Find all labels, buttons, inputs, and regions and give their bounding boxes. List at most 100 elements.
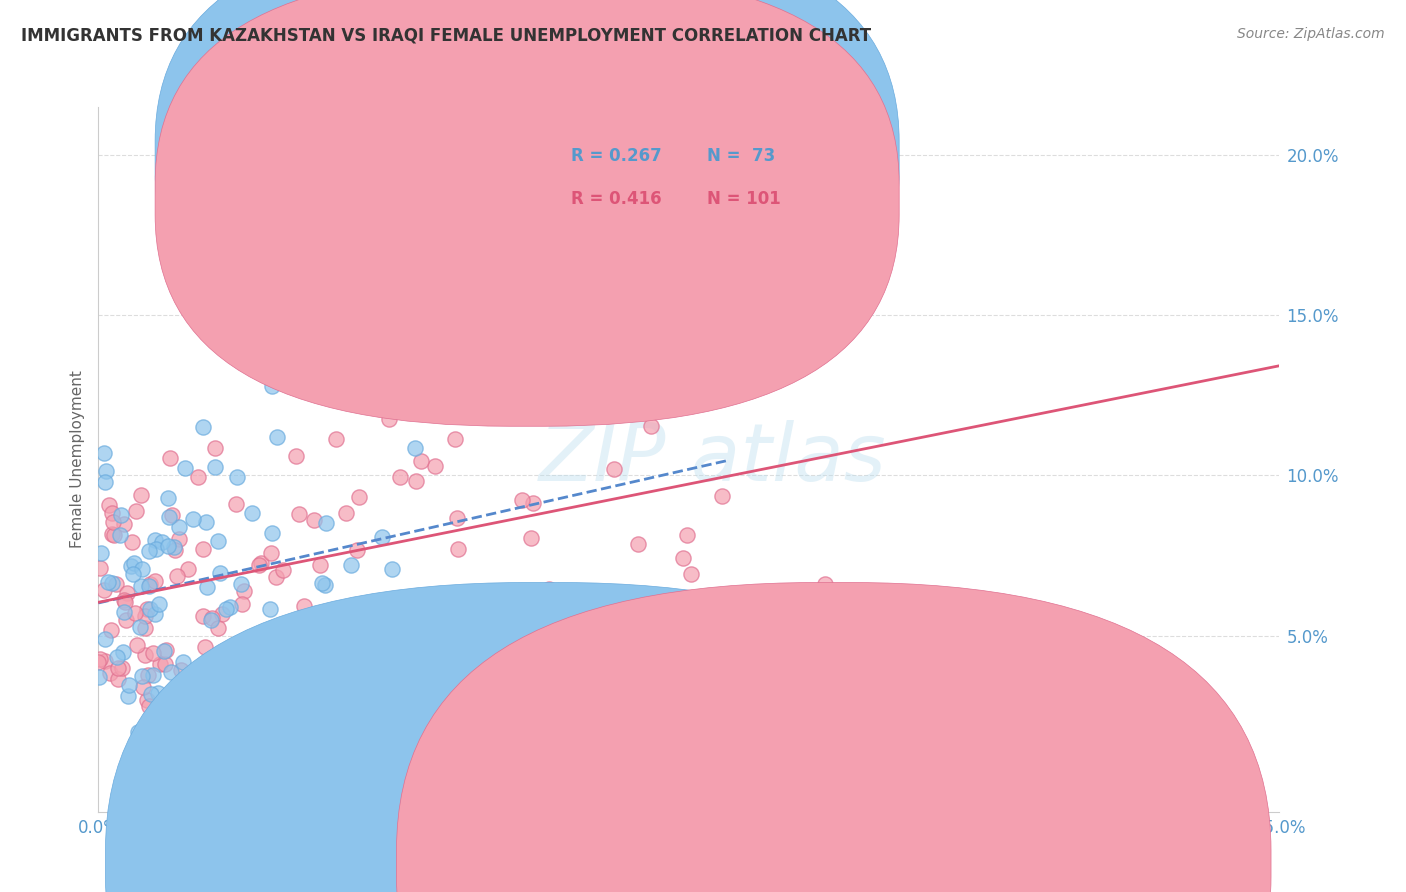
Point — [143, 533, 166, 548]
Point — [112, 593, 135, 607]
Point — [153, 745, 176, 759]
Point — [340, 558, 363, 572]
Point — [112, 605, 135, 619]
Point — [87, 655, 110, 669]
Point — [177, 562, 200, 576]
Point — [146, 686, 169, 700]
Point — [90, 545, 112, 559]
Point — [264, 570, 287, 584]
Point — [266, 430, 288, 444]
Point — [114, 595, 136, 609]
Point — [148, 597, 170, 611]
Point — [170, 663, 193, 677]
Point — [93, 446, 115, 460]
Point — [343, 632, 366, 646]
Point — [377, 412, 399, 426]
Point — [134, 608, 156, 623]
Point — [211, 607, 233, 622]
Point — [444, 432, 467, 446]
Point — [162, 508, 184, 523]
Point — [103, 515, 125, 529]
Point — [538, 582, 561, 597]
Point — [136, 601, 159, 615]
Point — [93, 582, 115, 597]
Point — [387, 228, 409, 243]
Point — [166, 569, 188, 583]
Point — [191, 609, 214, 624]
Point — [520, 532, 543, 546]
Point — [187, 470, 209, 484]
Point — [107, 661, 129, 675]
Point — [94, 464, 117, 478]
Point — [131, 562, 153, 576]
Point — [159, 450, 181, 465]
Point — [132, 680, 155, 694]
Point — [89, 651, 111, 665]
Point — [127, 638, 149, 652]
Point — [132, 756, 155, 771]
Point — [288, 507, 311, 521]
Point — [260, 378, 283, 392]
Point — [311, 576, 333, 591]
Point — [150, 534, 173, 549]
Point — [128, 620, 150, 634]
Text: Immigrants from Kazakhstan: Immigrants from Kazakhstan — [565, 856, 786, 871]
Point — [149, 657, 172, 671]
Point — [259, 546, 281, 560]
Point — [208, 566, 231, 581]
Point — [284, 450, 307, 464]
FancyBboxPatch shape — [155, 0, 900, 426]
Point — [250, 556, 273, 570]
Point — [100, 623, 122, 637]
Point — [269, 647, 291, 661]
Point — [388, 469, 411, 483]
Point — [97, 575, 120, 590]
Point — [115, 586, 138, 600]
Point — [335, 506, 357, 520]
Point — [139, 686, 162, 700]
Point — [143, 574, 166, 588]
Point — [207, 621, 229, 635]
Point — [167, 520, 190, 534]
Point — [125, 504, 148, 518]
Point — [200, 613, 222, 627]
Text: N =  73: N = 73 — [707, 147, 775, 165]
Point — [121, 535, 143, 549]
Point — [240, 506, 263, 520]
Point — [98, 666, 121, 681]
Point — [157, 509, 180, 524]
Point — [195, 580, 218, 594]
Point — [215, 602, 238, 616]
Point — [231, 577, 253, 591]
Point — [131, 668, 153, 682]
Y-axis label: Female Unemployment: Female Unemployment — [69, 370, 84, 549]
Point — [207, 534, 229, 549]
Point — [136, 693, 159, 707]
Point — [94, 632, 117, 647]
Point — [273, 563, 295, 577]
Point — [447, 600, 470, 615]
Text: IMMIGRANTS FROM KAZAKHSTAN VS IRAQI FEMALE UNEMPLOYMENT CORRELATION CHART: IMMIGRANTS FROM KAZAKHSTAN VS IRAQI FEMA… — [21, 27, 872, 45]
Point — [425, 458, 447, 473]
Point — [131, 579, 153, 593]
Point — [191, 419, 214, 434]
Point — [162, 540, 184, 554]
Point — [278, 627, 301, 641]
Point — [112, 516, 135, 531]
Point — [302, 618, 325, 632]
Point — [675, 528, 697, 542]
Point — [139, 601, 162, 615]
Point — [259, 601, 281, 615]
Text: Iraqis: Iraqis — [855, 856, 897, 871]
Point — [284, 660, 307, 674]
Point — [118, 678, 141, 692]
Point — [292, 599, 315, 613]
Point — [204, 459, 226, 474]
Point — [308, 388, 330, 402]
Text: Source: ZipAtlas.com: Source: ZipAtlas.com — [1237, 27, 1385, 41]
Point — [129, 488, 152, 502]
Point — [405, 474, 427, 488]
FancyBboxPatch shape — [155, 0, 900, 384]
Point — [87, 670, 110, 684]
Point — [110, 508, 132, 523]
